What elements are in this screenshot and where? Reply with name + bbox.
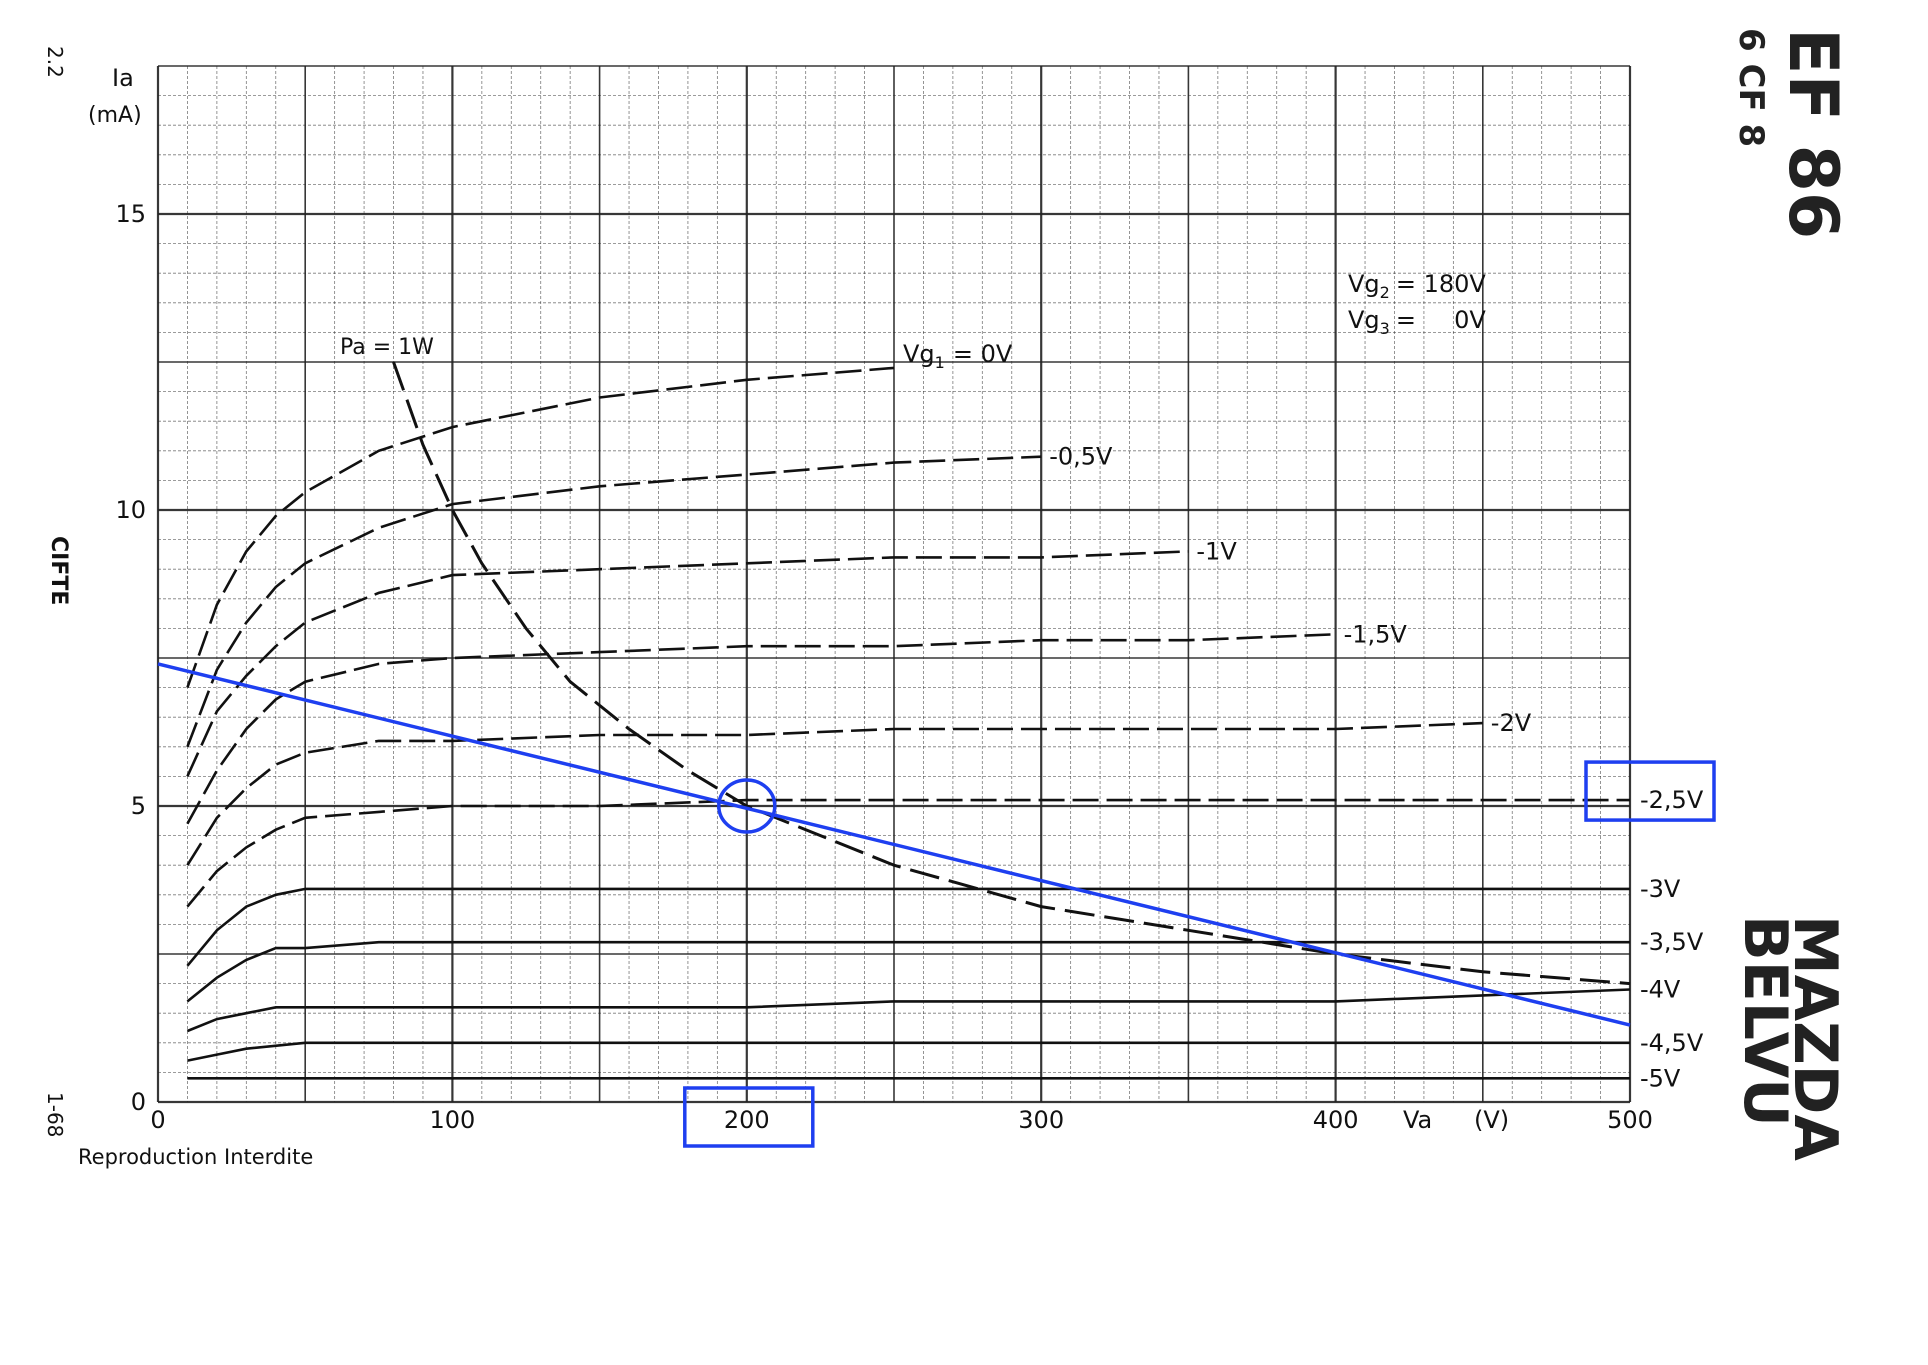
y-axis-unit: (mA) [88, 103, 142, 128]
characteristic-curve [186, 988, 1631, 1033]
y-tick-label: 10 [115, 496, 146, 524]
series-label: -1,5V [1344, 620, 1408, 648]
characteristic-curve [186, 721, 1483, 866]
series-label: -2V [1491, 709, 1532, 737]
vg3-value: = 0V [1396, 306, 1487, 334]
series-label-vg1-prefix: Vg [903, 340, 935, 368]
characteristic-curve [186, 798, 1630, 908]
load-line [157, 662, 1631, 1027]
brand-belvu: BELVU [1730, 915, 1800, 1127]
characteristic-curve [186, 366, 895, 689]
series-label: -4V [1640, 976, 1681, 1004]
x-tick-label: 400 [1313, 1106, 1359, 1134]
vg2-label: Vg [1348, 270, 1380, 298]
series-label: -2,5V [1640, 786, 1704, 814]
operating-conditions: Vg2 = 180V Vg3 = 0V [1348, 270, 1486, 338]
x-tick-highlight-box [683, 1086, 815, 1148]
maker-side-label: CIFTE [46, 536, 71, 605]
series-label: -5V [1640, 1064, 1681, 1092]
x-axis-unit: (V) [1474, 1106, 1509, 1134]
characteristic-curves: -0,5V -1V -1,5V -2V -2,5V -3V -3,5V -4V -4,5V -5V [186, 361, 1704, 1092]
characteristic-curve [186, 550, 1189, 777]
x-tick-label: 300 [1018, 1106, 1064, 1134]
operating-point-marker [717, 778, 777, 834]
y-tick-label: 15 [115, 200, 146, 228]
vg2-subscript: 2 [1380, 283, 1390, 302]
brand-mazda: MAZDA [1780, 915, 1850, 1161]
series-label-vg1-0v: Vg1 = 0V [903, 340, 1013, 372]
svg-text:Vg3= 0V: Vg3 = 0V [1348, 306, 1486, 338]
tube-alt-name: 6 CF 8 [1731, 28, 1771, 147]
page-ref: 2.2 [43, 46, 67, 78]
side-code: 1-68 [43, 1092, 67, 1137]
annotation-overlay [157, 662, 1716, 1148]
series-label: -1V [1196, 537, 1237, 565]
y-tick-label: 0 [131, 1088, 146, 1116]
x-tick-label: 100 [429, 1106, 475, 1134]
y-axis-label: Ia [112, 64, 134, 92]
x-tick-label: 500 [1607, 1106, 1653, 1134]
x-tick-label: 200 [724, 1106, 770, 1134]
x-axis-label: Va [1403, 1106, 1432, 1134]
grid: 0 100 200 300 400 500 0 5 10 15 [115, 65, 1653, 1134]
vg3-subscript: 3 [1380, 319, 1390, 338]
series-label: -3V [1640, 875, 1681, 903]
power-limit-curve [392, 361, 1631, 986]
characteristic-curve [187, 1041, 1630, 1062]
tube-name: EF 86 [1773, 28, 1852, 239]
series-label: -4,5V [1640, 1029, 1704, 1057]
y-tick-label: 5 [131, 792, 146, 820]
characteristic-curve [186, 455, 1042, 748]
characteristic-curve [186, 633, 1336, 825]
power-limit-label: Pa = 1W [340, 335, 434, 360]
x-tick-label: 0 [150, 1106, 165, 1134]
series-label-vg1-value: = 0V [953, 340, 1013, 368]
series-label: -3,5V [1640, 928, 1704, 956]
footer-note: Reproduction Interdite [78, 1145, 313, 1169]
series-label-highlight-box [1584, 760, 1716, 822]
vg2-value: = 180V [1396, 270, 1487, 298]
svg-text:Vg2= 180V: Vg2 = 180V [1348, 270, 1486, 302]
series-label-vg1-sub: 1 [935, 353, 945, 372]
vg3-label: Vg [1348, 306, 1380, 334]
series-label: -0,5V [1049, 443, 1113, 471]
characteristic-curve [186, 887, 1630, 967]
